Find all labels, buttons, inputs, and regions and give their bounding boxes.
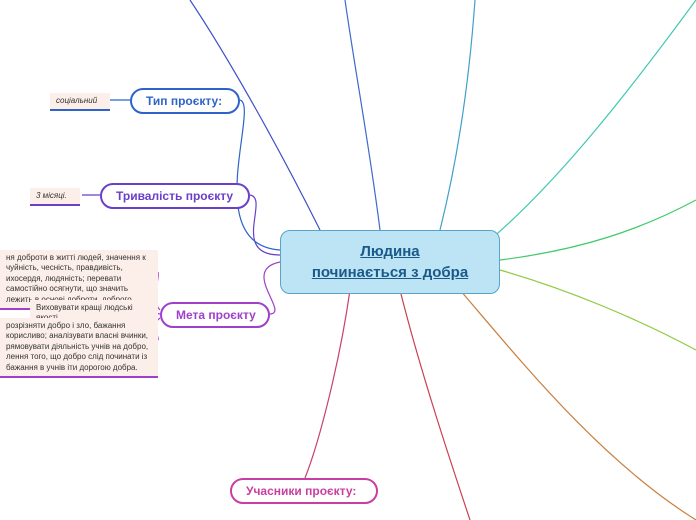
branch-goal-label: Мета проєкту <box>176 308 256 322</box>
center-line2: починається з добра <box>312 264 468 281</box>
leaf-duration-text: 3 місяці. <box>36 191 67 200</box>
branch-type-label: Тип проєкту: <box>146 94 222 108</box>
leaf-type: соціальний <box>50 93 110 111</box>
leaf-goal-0-text: ня доброти в житті людей, значення к чуй… <box>6 253 146 304</box>
leaf-type-text: соціальний <box>56 96 97 105</box>
leaf-goal-2: розрізняти добро і зло, бажання корислив… <box>0 318 158 378</box>
branch-goal: Мета проєкту <box>160 302 270 328</box>
center-line1: Людина <box>360 243 419 260</box>
branch-duration: Тривалість проєкту <box>100 183 250 209</box>
branch-type: Тип проєкту: <box>130 88 240 114</box>
leaf-goal-2-text: розрізняти добро і зло, бажання корислив… <box>6 321 148 372</box>
branch-duration-label: Тривалість проєкту <box>116 189 233 203</box>
center-node: Людина починається з добра <box>280 230 500 294</box>
branch-participants: Учасники проєкту: <box>230 478 378 504</box>
branch-participants-label: Учасники проєкту: <box>246 484 356 498</box>
leaf-duration: 3 місяці. <box>30 188 80 206</box>
